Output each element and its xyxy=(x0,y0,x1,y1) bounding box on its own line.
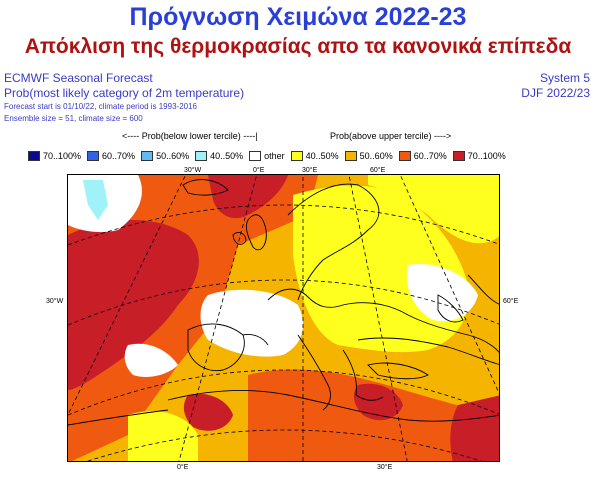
legend-item: other xyxy=(249,151,285,161)
anomaly-region-white-central xyxy=(200,289,303,357)
lon-label-right-60e: 60°E xyxy=(503,298,519,305)
legend-caption-above: Prob(above upper tercile) ----> xyxy=(330,131,452,141)
forecast-map-svg xyxy=(68,175,499,461)
legend-item: 70..100% xyxy=(452,151,506,161)
legend-item: 40..50% xyxy=(290,151,339,161)
lon-label-top-30w: 30°W xyxy=(184,167,202,174)
lon-label-left-30w: 30°W xyxy=(46,298,64,305)
legend-swatch xyxy=(141,151,154,161)
legend-label: 70..100% xyxy=(467,151,506,161)
legend-swatch xyxy=(87,151,100,161)
legend-label: 50..60% xyxy=(359,151,393,161)
lon-label-top-30e: 30°E xyxy=(302,167,318,174)
legend-label: 40..50% xyxy=(305,151,339,161)
anomaly-region-white-west xyxy=(124,343,178,377)
legend-item: 60..70% xyxy=(87,151,135,161)
forecast-map xyxy=(67,174,500,462)
page-subtitle: Απόκλιση της θερμοκρασίας απο τα κανονικ… xyxy=(24,35,572,58)
anomaly-region-red-southeast xyxy=(450,395,499,461)
legend-label: 40..50% xyxy=(210,151,244,161)
legend-label: 60..70% xyxy=(102,151,136,161)
anomaly-region-yellow-east xyxy=(368,175,499,244)
lon-label-bottom-30e: 30°E xyxy=(377,464,393,471)
legend-item: 70..100% xyxy=(28,151,81,161)
legend-label: 50..60% xyxy=(156,151,190,161)
legend-item: 50..60% xyxy=(141,151,189,161)
graticule xyxy=(68,175,499,461)
header-ensemble: Ensemble size = 51, climate size = 600 xyxy=(4,114,143,123)
legend-swatch xyxy=(344,151,357,161)
legend-swatch xyxy=(398,151,411,161)
legend-label: other xyxy=(264,151,285,161)
header-season: DJF 2022/23 xyxy=(521,86,590,100)
header-variable: Prob(most likely category of 2m temperat… xyxy=(4,86,245,100)
legend: 70..100% 60..70% 50..60% 40..50% other 4… xyxy=(28,151,506,161)
anomaly-region-cyan xyxy=(83,180,108,220)
coastlines xyxy=(68,179,499,426)
legend-item: 50..60% xyxy=(344,151,393,161)
lon-label-top-60e: 60°E xyxy=(370,167,386,174)
legend-label: 60..70% xyxy=(413,151,447,161)
page-title: Πρόγνωση Χειμώνα 2022-23 xyxy=(129,3,467,31)
legend-swatch xyxy=(249,151,262,161)
lon-label-top-0e: 0°E xyxy=(253,167,265,174)
legend-swatch xyxy=(28,151,40,161)
anomaly-region-yellow-southwest xyxy=(128,411,198,461)
lon-label-bottom-0e: 0°E xyxy=(177,464,189,471)
legend-label: 70..100% xyxy=(43,151,82,161)
header-source: ECMWF Seasonal Forecast xyxy=(4,71,153,85)
anomaly-region-red-med xyxy=(353,383,403,421)
legend-swatch xyxy=(452,151,465,161)
header-system: System 5 xyxy=(539,71,590,85)
anomaly-region-red-southwest xyxy=(183,393,233,431)
legend-swatch xyxy=(290,151,303,161)
legend-caption-below: <---- Prob(below lower tercile) ----| xyxy=(122,131,258,141)
legend-item: 40..50% xyxy=(195,151,243,161)
legend-swatch xyxy=(195,151,208,161)
header-forecast-start: Forecast start is 01/10/22, climate peri… xyxy=(4,102,197,111)
legend-item: 60..70% xyxy=(398,151,447,161)
